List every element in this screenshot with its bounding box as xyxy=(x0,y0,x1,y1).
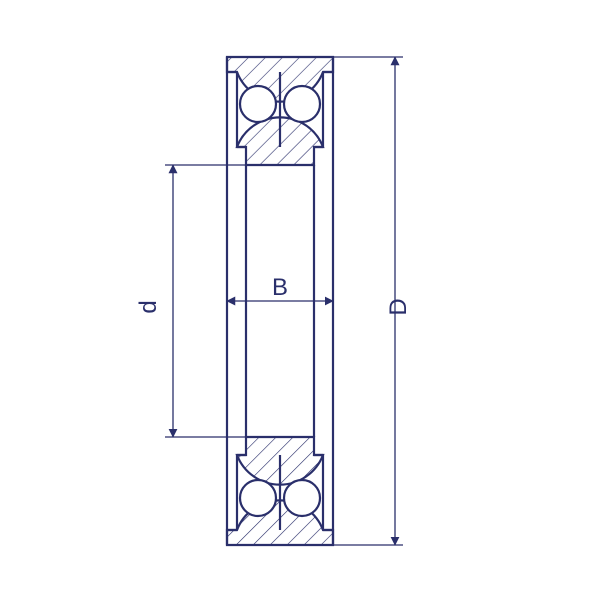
ball xyxy=(240,86,276,122)
dim-label-D: D xyxy=(385,298,412,315)
ball xyxy=(284,480,320,516)
dim-label-B: B xyxy=(272,274,288,301)
dim-label-d: d xyxy=(135,300,162,313)
bearing-diagram: Dd B xyxy=(0,0,600,600)
ball xyxy=(240,480,276,516)
diagram-svg: Dd B xyxy=(0,0,600,600)
ball xyxy=(284,86,320,122)
